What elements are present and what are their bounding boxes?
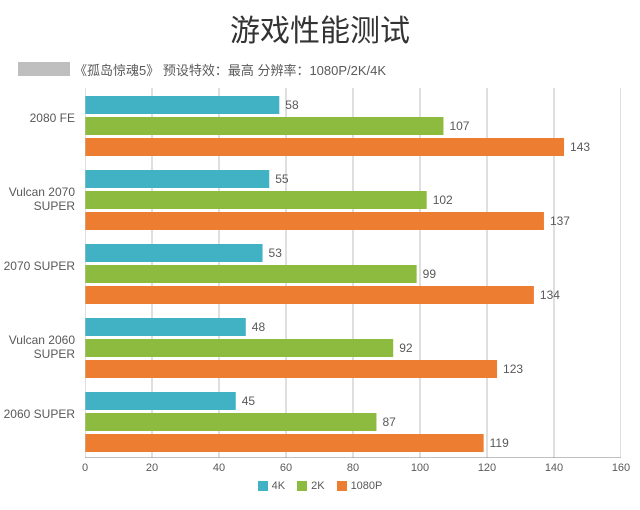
legend-swatch [297,481,307,491]
category-label: Vulcan 2060SUPER [0,334,81,362]
bar [86,117,444,135]
category-label: Vulcan 2070SUPER [0,186,81,214]
x-tick-label: 40 [209,462,229,474]
bar [86,318,246,336]
bar [86,191,427,209]
legend: 4K 2K 1080P [0,480,640,492]
x-tick-label: 60 [276,462,296,474]
bar-value-label: 102 [433,193,453,207]
bar-value-label: 107 [449,119,469,133]
bar-value-label: 58 [285,98,299,112]
bar-value-label: 92 [399,341,413,355]
bar [86,413,377,431]
legend-label: 4K [272,480,285,492]
bar [86,339,394,357]
legend-label: 2K [311,480,324,492]
bar-value-label: 53 [269,246,283,260]
bar [86,138,565,156]
bar [86,244,263,262]
legend-item: 1080P [337,480,383,492]
bar [86,360,498,378]
bar-value-label: 99 [423,267,437,281]
bar-value-label: 137 [550,214,570,228]
category-label: 2080 FE [0,112,81,126]
x-tick-label: 120 [477,462,497,474]
chart-title: 游戏性能测试 [0,6,640,50]
bar [86,392,236,410]
bar-value-label: 134 [540,288,560,302]
bar-chart: 58 107 143 55 102 137 53 99 134 48 92 123 45 87 119 [85,88,621,458]
bar-value-label: 87 [382,415,396,429]
x-tick-label: 100 [410,462,430,474]
bar-value-label: 119 [490,436,509,450]
x-tick-label: 80 [343,462,363,474]
legend-item: 2K [297,480,324,492]
bar-value-label: 48 [252,320,266,334]
bar-value-label: 55 [275,172,289,186]
subtitle-swatch [18,62,70,76]
bar [86,286,534,304]
bar-value-label: 143 [570,140,590,154]
bar [86,434,484,452]
bar [86,96,280,114]
chart-subtitle: 《孤岛惊魂5》 预设特效：最高 分辨率：1080P/2K/4K [18,58,386,80]
legend-swatch [337,481,347,491]
legend-swatch [258,481,268,491]
category-label: 2070 SUPER [0,260,81,274]
bar-value-label: 123 [503,362,523,376]
x-tick-label: 140 [544,462,564,474]
x-tick-label: 160 [611,462,631,474]
bar [86,212,544,230]
subtitle-text: 《孤岛惊魂5》 预设特效：最高 分辨率：1080P/2K/4K [74,60,386,79]
bar [86,265,417,283]
chart-page: 游戏性能测试 《孤岛惊魂5》 预设特效：最高 分辨率：1080P/2K/4K 5… [0,0,640,510]
bar-value-label: 45 [242,394,256,408]
x-tick-label: 0 [75,462,95,474]
bar [86,170,270,188]
x-tick-label: 20 [142,462,162,474]
category-label: 2060 SUPER [0,408,81,422]
legend-item: 4K [258,480,285,492]
legend-label: 1080P [351,480,383,492]
